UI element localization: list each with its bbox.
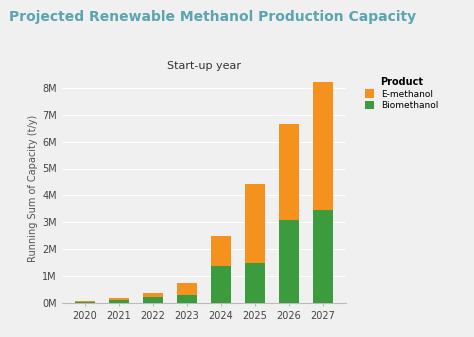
Bar	[245, 184, 265, 264]
Title: Start-up year: Start-up year	[167, 61, 241, 70]
Y-axis label: Running Sum of Capacity (t/y): Running Sum of Capacity (t/y)	[28, 115, 38, 262]
Bar	[109, 300, 129, 303]
Bar	[177, 295, 197, 303]
Bar	[279, 220, 299, 303]
Text: Projected Renewable Methanol Production Capacity: Projected Renewable Methanol Production …	[9, 10, 417, 24]
Bar	[313, 82, 333, 210]
Bar	[109, 298, 129, 300]
Bar	[245, 264, 265, 303]
Bar	[143, 297, 163, 303]
Bar	[279, 124, 299, 220]
Bar	[210, 236, 231, 266]
Bar	[74, 302, 95, 303]
Bar	[313, 210, 333, 303]
Bar	[143, 293, 163, 297]
Bar	[177, 283, 197, 295]
Bar	[74, 301, 95, 302]
Legend: E-methanol, Biomethanol: E-methanol, Biomethanol	[362, 74, 441, 113]
Bar	[210, 266, 231, 303]
